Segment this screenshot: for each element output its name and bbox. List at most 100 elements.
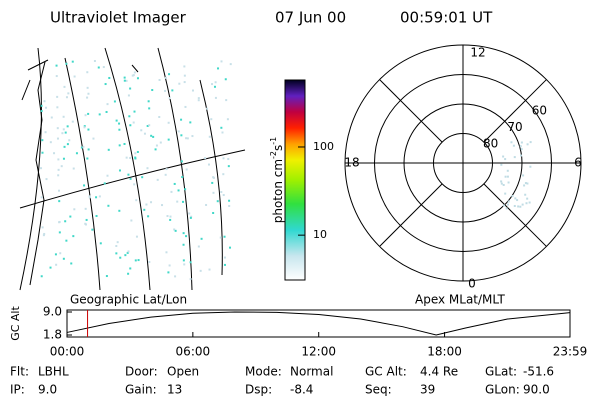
info-value: 39 (420, 383, 435, 397)
mlt-spoke (483, 79, 547, 143)
meridian (199, 79, 223, 276)
emission-speck (222, 194, 225, 197)
emission-speck (87, 112, 90, 115)
info-label: Gain: (125, 383, 157, 397)
info-value: -8.4 (290, 383, 313, 397)
emission-speck (98, 113, 101, 116)
emission-speck (150, 201, 153, 204)
mlt-label: 0 (468, 277, 476, 291)
emission-speck (106, 174, 109, 177)
y-axis-label: GC Alt (9, 306, 22, 341)
info-label: Mode: (245, 365, 282, 379)
info-label: Dsp: (245, 383, 272, 397)
emission-speck (57, 168, 60, 171)
emission-speck (212, 191, 215, 194)
emission-speck (115, 119, 118, 122)
emission-speck (128, 115, 131, 118)
emission-speck (140, 129, 143, 132)
emission-speck (167, 138, 170, 141)
emission-speck (204, 157, 207, 160)
emission-speck (504, 158, 507, 161)
emission-speck (174, 229, 177, 232)
emission-speck (526, 197, 529, 200)
y-tick-label: 9.0 (43, 305, 62, 319)
emission-speck (516, 199, 519, 202)
emission-speck (526, 182, 529, 185)
emission-speck (189, 121, 192, 124)
meridian (104, 47, 151, 291)
emission-speck (125, 156, 128, 159)
emission-speck (143, 132, 146, 135)
emission-speck (40, 196, 43, 199)
emission-speck (105, 110, 108, 113)
emission-speck (503, 204, 506, 207)
emission-speck (129, 267, 132, 270)
emission-speck (500, 180, 503, 183)
emission-speck (208, 135, 211, 138)
emission-speck (512, 144, 515, 147)
emission-speck (113, 100, 116, 103)
emission-speck (164, 89, 167, 92)
emission-speck (62, 115, 65, 118)
emission-speck (506, 169, 509, 172)
emission-speck (135, 235, 138, 238)
emission-speck (86, 71, 89, 74)
emission-speck (226, 118, 229, 121)
info-label: Seq: (365, 383, 392, 397)
emission-speck (69, 215, 72, 218)
emission-speck (158, 78, 161, 81)
emission-speck (95, 214, 98, 217)
emission-speck (507, 181, 510, 184)
emission-speck (148, 107, 151, 110)
emission-speck (214, 96, 217, 99)
emission-speck (189, 261, 192, 264)
emission-speck (56, 95, 59, 98)
emission-speck (146, 167, 149, 170)
date: 07 Jun 00 (275, 9, 346, 27)
x-tick-label: 18:00 (427, 345, 462, 359)
emission-speck (500, 182, 503, 185)
emission-speck (73, 208, 76, 211)
emission-speck (227, 165, 230, 168)
emission-speck (164, 173, 167, 176)
emission-speck (72, 167, 75, 170)
info-value: 13 (167, 383, 182, 397)
emission-speck (154, 148, 157, 151)
emission-speck (136, 150, 139, 153)
emission-speck (222, 157, 225, 160)
emission-speck (123, 79, 126, 82)
emission-speck (63, 85, 66, 88)
emission-speck (189, 216, 192, 219)
colorbar-label: photon cm-2s-1 (269, 137, 285, 224)
emission-speck (190, 215, 193, 218)
meridian (64, 57, 101, 291)
emission-speck (169, 215, 172, 218)
emission-speck (80, 146, 83, 149)
emission-speck (84, 114, 87, 117)
info-label: GLat: (485, 365, 517, 379)
info-label: Door: (125, 365, 158, 379)
emission-speck (98, 195, 101, 198)
emission-speck (92, 137, 95, 140)
emission-speck (134, 152, 137, 155)
emission-speck (58, 200, 61, 203)
emission-speck (67, 92, 70, 95)
emission-speck (147, 215, 150, 218)
emission-speck (173, 182, 176, 185)
emission-speck (502, 155, 505, 158)
emission-speck (55, 75, 58, 78)
emission-speck (207, 163, 210, 166)
emission-speck (199, 269, 202, 272)
emission-speck (159, 141, 162, 144)
emission-speck (99, 242, 102, 245)
emission-speck (57, 158, 60, 161)
emission-speck (228, 199, 231, 202)
colorbar-tick-label: 10 (313, 228, 327, 241)
emission-speck (223, 256, 226, 259)
emission-speck (58, 231, 61, 234)
emission-speck (59, 252, 62, 255)
emission-speck (41, 151, 44, 154)
emission-speck (119, 256, 122, 259)
emission-speck (41, 226, 44, 229)
